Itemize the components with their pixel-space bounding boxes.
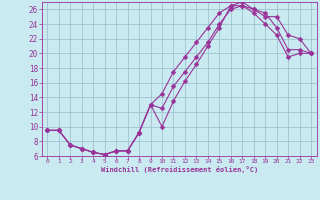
X-axis label: Windchill (Refroidissement éolien,°C): Windchill (Refroidissement éolien,°C) <box>100 166 258 173</box>
